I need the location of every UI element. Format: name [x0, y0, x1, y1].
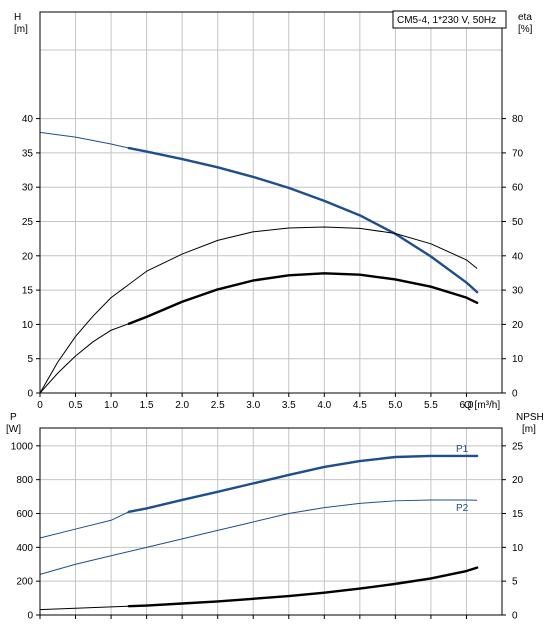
top-right-tick-label: 70 — [512, 148, 524, 159]
p-axis-unit: [W] — [6, 424, 21, 435]
top-right-tick-label: 30 — [512, 286, 524, 297]
x-tick-label: 3.5 — [282, 400, 296, 411]
series-H-duty-range — [127, 146, 479, 294]
series-NPSH-duty-range — [127, 566, 479, 608]
x-tick-label: 4.0 — [317, 400, 331, 411]
eta-axis-unit: [%] — [518, 24, 533, 35]
series-eta-line — [39, 226, 478, 394]
x-tick-label: 3.0 — [246, 400, 260, 411]
top-right-tick-label: 20 — [512, 320, 524, 331]
legend-box — [392, 10, 507, 29]
x-axis-label: Q [m³/h] — [464, 400, 500, 411]
legend-box-text: CM5-4, 1*230 V, 50Hz — [397, 15, 496, 26]
bottom-right-tick-label: 10 — [512, 543, 524, 554]
eta-axis-name: eta — [518, 12, 532, 23]
series-P2-line — [39, 499, 478, 575]
top-left-tick-label: 20 — [22, 251, 34, 262]
top-right-tick-label: 40 — [512, 251, 524, 262]
bottom-right-tick-label: 5 — [512, 577, 518, 588]
top-right-tick-label: 10 — [512, 354, 524, 365]
bottom-plot-frame — [39, 427, 503, 616]
npsh-axis-unit: [m] — [522, 424, 536, 435]
bottom-left-tick-label: 200 — [16, 577, 33, 588]
x-tick-label: 0.5 — [69, 400, 83, 411]
series-NPSH-line — [39, 567, 478, 611]
h-axis-name: H — [14, 12, 21, 23]
x-tick-label: 0 — [37, 400, 43, 411]
bottom-left-tick-label: 600 — [16, 509, 33, 520]
series-eta2-duty-range — [127, 272, 479, 325]
top-right-tick-label: 60 — [512, 183, 524, 194]
series-P1-line — [39, 455, 478, 539]
top-left-tick-label: 5 — [27, 354, 33, 365]
x-tick-label: 5.0 — [388, 400, 402, 411]
top-plot-frame — [39, 11, 503, 394]
p-axis-name: P — [10, 412, 17, 423]
top-left-tick-label: 25 — [22, 217, 34, 228]
top-right-tick-label: 50 — [512, 217, 524, 228]
bottom-right-tick-label: 25 — [512, 441, 524, 452]
x-tick-label: 2.0 — [175, 400, 189, 411]
h-axis-unit: [m] — [14, 24, 28, 35]
series-P1-duty-range — [127, 454, 479, 514]
top-left-tick-label: 35 — [22, 148, 34, 159]
bottom-left-tick-label: 800 — [16, 475, 33, 486]
top-left-tick-label: 10 — [22, 320, 34, 331]
top-left-tick-label: 30 — [22, 183, 34, 194]
npsh-axis-name: NPSH — [516, 412, 544, 423]
series-label-p1: P1 — [456, 444, 469, 455]
x-tick-label: 2.5 — [211, 400, 225, 411]
bottom-right-tick-label: 0 — [512, 611, 518, 622]
x-tick-label: 6.0 — [460, 400, 474, 411]
top-right-tick-label: 80 — [512, 114, 524, 125]
x-tick-label: 1.5 — [140, 400, 154, 411]
top-right-tick-label: 0 — [512, 389, 518, 400]
x-tick-label: 5.5 — [424, 400, 438, 411]
bottom-right-tick-label: 15 — [512, 509, 524, 520]
bottom-left-tick-label: 1000 — [11, 441, 34, 452]
bottom-left-tick-label: 400 — [16, 543, 33, 554]
x-tick-label: 4.5 — [353, 400, 367, 411]
series-H-line — [39, 131, 478, 293]
top-left-tick-label: 0 — [27, 389, 33, 400]
top-left-tick-label: 40 — [22, 114, 34, 125]
series-eta2-line — [39, 272, 478, 394]
bottom-left-tick-label: 0 — [27, 611, 33, 622]
x-tick-label: 1.0 — [104, 400, 118, 411]
series-label-p2: P2 — [456, 503, 469, 514]
top-left-tick-label: 15 — [22, 286, 34, 297]
bottom-right-tick-label: 20 — [512, 475, 524, 486]
